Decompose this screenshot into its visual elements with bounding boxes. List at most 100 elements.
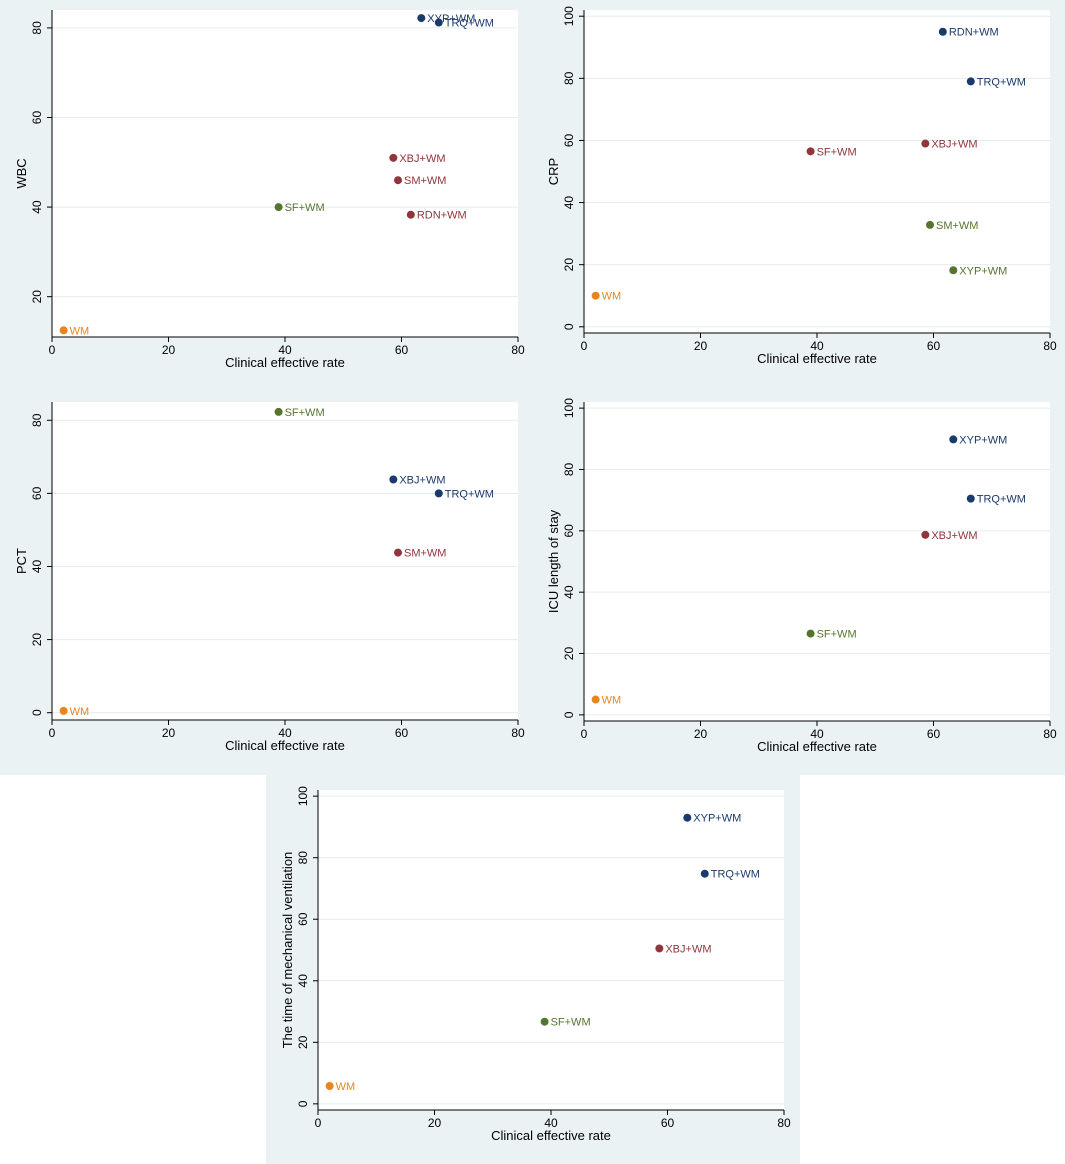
data-point [325,1082,334,1090]
x-tick-label: 60 [927,727,941,741]
point-label: TRQ+WM [711,869,760,881]
y-tick-label: 100 [562,398,576,418]
point-label: WM [602,291,622,303]
x-tick-label: 80 [777,1116,791,1130]
y-tick-label: 20 [562,258,576,272]
data-point [417,14,426,23]
plot-area [52,402,518,720]
data-point [806,147,815,156]
y-tick-label: 80 [30,413,44,427]
y-tick-label: 40 [562,196,576,210]
y-tick-label: 0 [30,709,44,716]
x-axis-title: Clinical effective rate [491,1128,611,1143]
x-tick-label: 0 [49,726,56,740]
data-point [591,291,600,300]
data-point [655,944,664,953]
data-point [966,77,975,86]
point-label: TRQ+WM [977,494,1026,506]
point-label: TRQ+WM [445,488,494,500]
x-tick-label: 20 [162,343,176,357]
data-point [949,266,958,275]
x-tick-label: 80 [511,726,525,740]
chart-wbc: 0 20 40 60 80 20 40 60 80 Clinical effective rate… [14,10,525,370]
chart-icu: 0 20 40 60 80 0 20 40 60 80 100 Clinical effective … [546,398,1057,754]
point-label: TRQ+WM [977,76,1026,88]
data-point [683,813,692,822]
data-point [938,27,947,36]
point-label: WM [336,1081,356,1093]
data-point [394,548,403,557]
point-label: XYP+WM [959,265,1007,277]
point-label: XBJ+WM [931,139,977,151]
y-tick-label: 60 [30,111,44,125]
data-point [700,869,709,878]
point-label: RDN+WM [417,210,467,222]
x-tick-label: 40 [278,726,292,740]
x-tick-label: 20 [694,727,708,741]
panel-icu: 0 20 40 60 80 0 20 40 60 80 100 Clinical effective … [532,387,1065,775]
point-label: SF+WM [817,146,857,158]
x-tick-label: 80 [1043,727,1057,741]
x-tick-label: 20 [428,1116,442,1130]
x-tick-label: 60 [395,726,409,740]
x-axis-title: Clinical effective rate [225,738,345,753]
y-tick-label: 0 [562,323,576,330]
data-point [389,475,398,484]
point-label: XBJ+WM [665,943,711,955]
data-point [926,220,935,229]
y-tick-label: 100 [562,6,576,26]
plot-area [318,790,784,1110]
y-tick-label: 20 [296,1035,310,1049]
point-label: SF+WM [285,407,325,419]
data-point [274,203,283,212]
y-tick-label: 20 [30,290,44,304]
plot-area [52,10,518,337]
y-tick-label: 40 [296,974,310,988]
y-axis-title: PCT [14,548,29,574]
panel-ventilation: 0 20 40 60 80 0 20 40 60 80 100 Clinical effective … [266,775,800,1164]
chart-crp: 0 20 40 60 80 0 20 40 60 80 100 Clinical effective … [546,6,1057,366]
data-point [806,629,815,638]
point-label: SM+WM [404,175,446,187]
x-axis-title: Clinical effective rate [757,739,877,754]
y-axis-title: ICU length of stay [546,509,561,613]
chart-pct: 0 20 40 60 80 0 20 40 60 80 Clinical effective rat… [14,402,525,753]
x-tick-label: 40 [544,1116,558,1130]
data-point [394,176,403,185]
y-axis-title: CRP [546,158,561,185]
data-point [949,435,958,444]
x-tick-label: 0 [581,727,588,741]
y-tick-label: 0 [296,1100,310,1107]
point-label: WM [70,706,90,718]
x-tick-label: 0 [315,1116,322,1130]
point-label: WM [70,325,90,337]
x-tick-label: 80 [511,343,525,357]
data-point [591,695,600,704]
data-point [966,494,975,503]
data-point [274,407,283,416]
point-label: SM+WM [404,548,446,560]
plot-area [584,10,1050,333]
point-label: WM [602,695,622,707]
x-axis-title: Clinical effective rate [225,355,345,370]
x-tick-label: 20 [162,726,176,740]
data-point [434,18,443,27]
y-tick-label: 20 [30,633,44,647]
point-label: SF+WM [551,1017,591,1029]
point-label: SF+WM [285,202,325,214]
x-tick-label: 0 [581,339,588,353]
point-label: XBJ+WM [399,474,445,486]
data-point [59,706,68,715]
x-tick-label: 40 [810,339,824,353]
plot-area [584,402,1050,721]
y-tick-label: 20 [562,647,576,661]
y-tick-label: 80 [30,21,44,35]
y-tick-label: 80 [296,851,310,865]
x-tick-label: 40 [278,343,292,357]
chart-ventilation: 0 20 40 60 80 0 20 40 60 80 100 Clinical effective … [280,786,791,1143]
y-tick-label: 60 [562,133,576,147]
y-tick-label: 40 [562,585,576,599]
y-tick-label: 80 [562,462,576,476]
y-tick-label: 100 [296,786,310,806]
